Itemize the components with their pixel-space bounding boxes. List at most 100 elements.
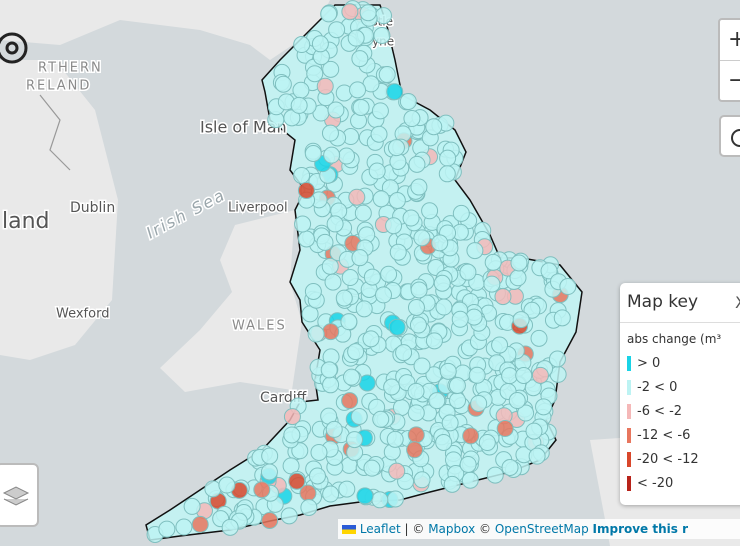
site-marker <box>371 102 389 120</box>
link[interactable]: Leaflet <box>359 522 401 536</box>
map-label: WALES <box>232 319 287 334</box>
site-marker <box>204 480 222 498</box>
site-marker <box>483 275 501 293</box>
site-marker <box>335 289 353 307</box>
link[interactable]: OpenStreetMap <box>494 522 589 536</box>
site-marker <box>553 309 571 327</box>
site-marker <box>501 458 519 476</box>
legend-swatch <box>627 428 631 443</box>
site-marker <box>326 215 344 233</box>
legend-item: -12 < -6 <box>620 424 740 448</box>
locate-button[interactable] <box>719 115 740 157</box>
site-marker <box>403 110 421 128</box>
site-marker <box>348 188 366 206</box>
site-marker <box>470 394 488 412</box>
site-marker <box>459 263 477 281</box>
map-label: Wexford <box>56 307 109 322</box>
site-marker <box>410 281 428 299</box>
site-marker <box>392 399 410 417</box>
site-marker <box>540 262 558 280</box>
site-marker <box>253 481 271 499</box>
site-marker <box>320 361 338 379</box>
site-marker <box>342 368 360 386</box>
site-marker <box>320 5 338 23</box>
site-marker <box>341 392 359 410</box>
legend-item: -6 < -2 <box>620 400 740 424</box>
site-marker <box>402 209 420 227</box>
site-marker <box>297 230 315 248</box>
map-label: Isle of Man <box>200 118 287 137</box>
site-marker <box>380 265 398 283</box>
legend-item: -2 < 0 <box>620 376 740 400</box>
land-north <box>0 0 330 60</box>
site-marker <box>280 507 298 525</box>
site-marker <box>354 204 372 222</box>
site-marker <box>515 366 533 384</box>
settings-icon[interactable] <box>0 32 28 64</box>
legend-title: Map key <box>620 283 740 323</box>
site-marker <box>386 83 404 101</box>
site-marker <box>322 485 340 503</box>
zoom-out[interactable]: − <box>720 60 740 101</box>
site-marker <box>316 233 334 251</box>
site-marker <box>494 288 512 306</box>
site-marker <box>373 26 391 44</box>
site-marker <box>347 29 365 47</box>
site-marker <box>439 362 457 380</box>
site-marker <box>378 66 396 84</box>
link[interactable]: Mapbox <box>428 522 476 536</box>
land-ireland <box>0 60 118 360</box>
site-marker <box>462 427 480 445</box>
site-marker <box>491 336 509 354</box>
site-marker <box>321 124 339 142</box>
map-label: RELAND <box>26 79 91 94</box>
site-marker <box>307 325 325 343</box>
site-marker <box>221 518 239 536</box>
site-marker <box>535 398 553 416</box>
site-marker <box>501 367 519 385</box>
link[interactable]: Improve this r <box>592 522 689 536</box>
site-marker <box>428 392 446 410</box>
site-marker <box>512 311 530 329</box>
zoom-in[interactable]: + <box>728 27 740 52</box>
site-marker <box>433 274 451 292</box>
site-marker <box>363 268 381 286</box>
site-marker <box>443 475 461 493</box>
site-marker <box>288 472 306 490</box>
site-marker <box>484 253 502 271</box>
site-marker <box>347 343 365 361</box>
site-marker <box>191 515 209 533</box>
site-marker <box>372 410 390 428</box>
site-marker <box>346 431 364 449</box>
sep: © <box>475 522 495 536</box>
legend-label: -6 < -2 <box>637 404 683 419</box>
site-marker <box>386 430 404 448</box>
site-marker <box>356 487 374 505</box>
legend-label: -20 < -12 <box>637 452 699 467</box>
site-marker <box>341 269 359 287</box>
map-label: Liverpool <box>228 201 288 216</box>
site-marker <box>421 202 439 220</box>
site-marker <box>399 93 417 111</box>
site-marker <box>548 350 566 368</box>
legend-item: -20 < -12 <box>620 448 740 472</box>
site-marker <box>530 329 548 347</box>
legend-close[interactable]: X <box>735 293 740 312</box>
legend-label: -2 < 0 <box>637 380 678 395</box>
flag <box>342 525 356 534</box>
layers-button[interactable] <box>0 463 39 527</box>
site-marker <box>425 118 443 136</box>
site-marker <box>439 149 457 167</box>
site-marker <box>508 392 526 410</box>
legend-item: < -20 <box>620 472 740 496</box>
legend-swatch <box>627 476 631 491</box>
site-marker <box>407 299 425 317</box>
site-marker <box>388 318 406 336</box>
site-marker <box>438 165 456 183</box>
site-marker <box>304 283 322 301</box>
site-marker <box>496 420 514 438</box>
site-marker <box>324 273 342 291</box>
site-marker <box>395 344 413 362</box>
